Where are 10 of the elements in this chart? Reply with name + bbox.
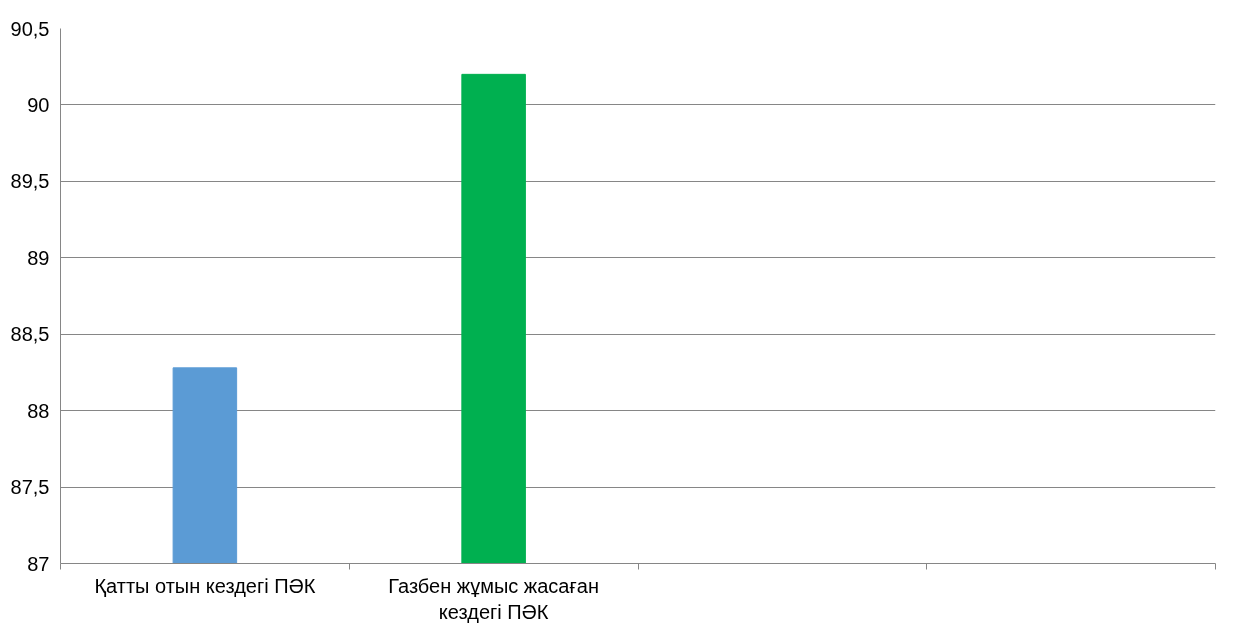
y-tick-label: 88 (27, 399, 50, 422)
y-tick-label: 90,5 (10, 17, 50, 40)
y-tick-label: 88,5 (10, 323, 50, 346)
y-tick-label: 89 (27, 246, 50, 269)
x-tick-label: Қатты отын кездегі ПӘК (94, 574, 316, 597)
y-tick-label: 90 (27, 93, 50, 116)
y-tick-label: 89,5 (10, 170, 50, 193)
y-tick-label: 87,5 (10, 476, 50, 499)
x-tick-label: Газбен жұмыс жасаған кездегі ПӘК (388, 574, 599, 623)
y-tick-label: 87 (27, 552, 50, 575)
